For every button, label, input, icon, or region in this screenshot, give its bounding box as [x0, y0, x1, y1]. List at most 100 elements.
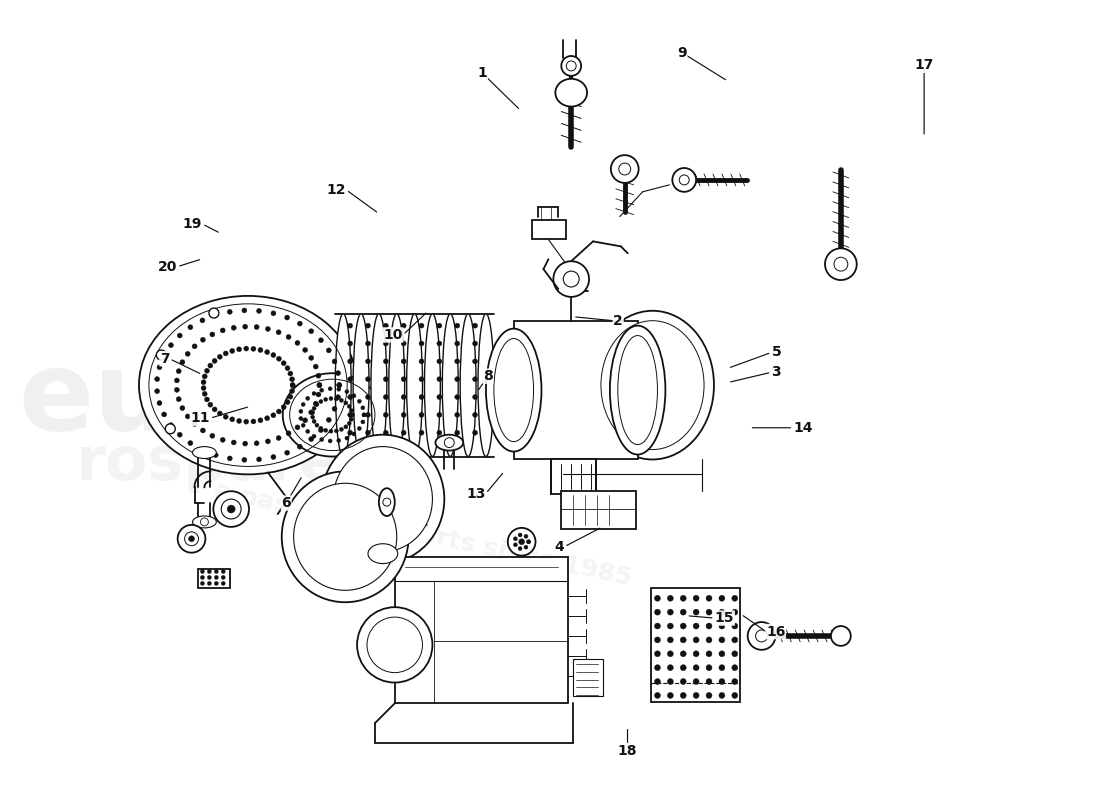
- Circle shape: [668, 609, 673, 615]
- Circle shape: [208, 402, 212, 407]
- Circle shape: [524, 534, 528, 538]
- Circle shape: [244, 346, 249, 351]
- Circle shape: [454, 377, 460, 382]
- Circle shape: [419, 394, 424, 399]
- Circle shape: [654, 678, 660, 685]
- Ellipse shape: [442, 314, 459, 457]
- Circle shape: [208, 575, 211, 579]
- Circle shape: [301, 402, 305, 406]
- Text: rospares: rospares: [76, 434, 377, 493]
- Circle shape: [299, 410, 303, 414]
- Circle shape: [228, 505, 235, 513]
- Circle shape: [320, 438, 323, 442]
- Text: 3: 3: [771, 366, 781, 379]
- Circle shape: [295, 425, 300, 430]
- Circle shape: [402, 412, 406, 418]
- Ellipse shape: [425, 314, 440, 457]
- Text: 6: 6: [282, 496, 292, 510]
- Circle shape: [256, 309, 262, 314]
- Circle shape: [265, 416, 269, 421]
- Circle shape: [214, 570, 218, 574]
- Circle shape: [384, 323, 388, 328]
- Circle shape: [365, 359, 371, 364]
- Circle shape: [212, 407, 217, 412]
- Circle shape: [243, 441, 248, 446]
- Circle shape: [680, 665, 686, 670]
- Circle shape: [309, 410, 313, 415]
- Circle shape: [242, 308, 246, 313]
- Circle shape: [345, 390, 349, 394]
- Circle shape: [301, 423, 305, 427]
- Circle shape: [348, 404, 351, 408]
- Circle shape: [693, 637, 700, 643]
- Circle shape: [337, 387, 341, 391]
- Circle shape: [323, 428, 328, 432]
- Circle shape: [162, 412, 166, 417]
- Circle shape: [834, 258, 848, 271]
- Circle shape: [693, 595, 700, 602]
- Circle shape: [654, 609, 660, 615]
- Circle shape: [188, 441, 192, 446]
- Text: 8: 8: [483, 370, 493, 383]
- Circle shape: [350, 413, 354, 417]
- Circle shape: [271, 353, 276, 358]
- Ellipse shape: [609, 326, 666, 454]
- Circle shape: [256, 457, 262, 462]
- Text: 16: 16: [766, 625, 785, 638]
- Text: 10: 10: [384, 328, 403, 342]
- Text: 9: 9: [678, 46, 686, 60]
- Circle shape: [177, 525, 206, 553]
- Ellipse shape: [282, 471, 408, 602]
- Circle shape: [719, 665, 725, 670]
- Circle shape: [200, 428, 206, 433]
- Circle shape: [223, 351, 228, 356]
- Circle shape: [419, 359, 424, 364]
- Circle shape: [473, 359, 477, 364]
- Circle shape: [566, 61, 576, 71]
- Circle shape: [365, 394, 371, 399]
- Circle shape: [200, 318, 205, 323]
- Circle shape: [508, 528, 536, 556]
- Text: 20: 20: [157, 260, 177, 274]
- Circle shape: [384, 359, 388, 364]
- Circle shape: [310, 415, 315, 419]
- Circle shape: [402, 359, 406, 364]
- Circle shape: [384, 394, 388, 399]
- Circle shape: [473, 341, 477, 346]
- Text: 15: 15: [715, 611, 735, 625]
- Circle shape: [527, 540, 530, 544]
- Circle shape: [358, 399, 362, 403]
- Circle shape: [680, 651, 686, 657]
- Circle shape: [706, 693, 712, 698]
- Circle shape: [402, 323, 406, 328]
- Circle shape: [231, 326, 236, 330]
- Circle shape: [402, 394, 406, 399]
- Circle shape: [200, 570, 205, 574]
- Circle shape: [719, 637, 725, 643]
- Circle shape: [352, 432, 356, 436]
- Circle shape: [208, 582, 211, 586]
- Circle shape: [362, 413, 366, 417]
- Circle shape: [454, 412, 460, 418]
- Circle shape: [228, 310, 232, 314]
- Circle shape: [221, 499, 241, 519]
- Circle shape: [719, 595, 725, 602]
- Circle shape: [201, 386, 206, 390]
- Circle shape: [732, 637, 738, 643]
- Circle shape: [825, 248, 857, 280]
- Circle shape: [732, 609, 738, 615]
- Circle shape: [317, 382, 322, 388]
- Circle shape: [168, 342, 174, 348]
- Ellipse shape: [192, 516, 217, 528]
- Ellipse shape: [321, 434, 444, 563]
- Circle shape: [337, 438, 341, 442]
- Circle shape: [316, 392, 321, 397]
- Circle shape: [383, 498, 390, 506]
- Circle shape: [553, 262, 590, 297]
- Circle shape: [288, 371, 293, 376]
- Circle shape: [348, 377, 353, 382]
- Circle shape: [473, 394, 477, 399]
- Circle shape: [175, 387, 179, 392]
- Circle shape: [518, 546, 522, 550]
- Circle shape: [561, 56, 581, 76]
